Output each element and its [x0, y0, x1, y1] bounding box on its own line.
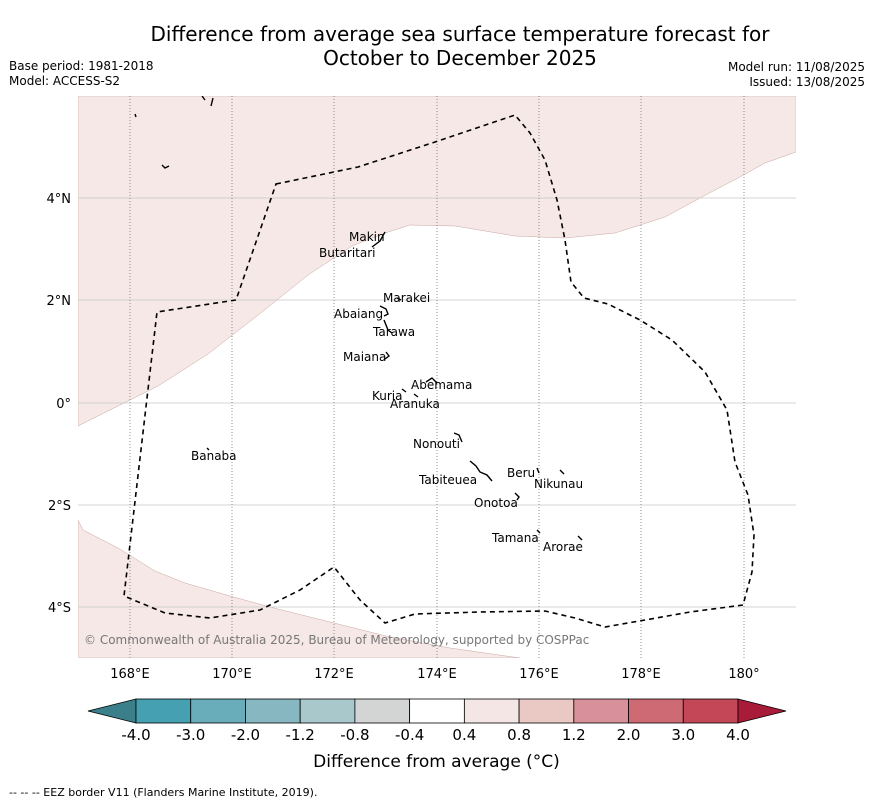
label-beru: Beru	[507, 466, 535, 480]
label-tarawa: Tarawa	[372, 325, 415, 339]
colorbar-segment	[354, 698, 411, 724]
map-title: Difference from average sea surface temp…	[80, 22, 840, 70]
label-makin: Makin	[349, 230, 385, 244]
lon-label-174e: 174°E	[417, 667, 457, 682]
eez-border	[123, 114, 755, 628]
colorbar-tick-label: -0.8	[340, 726, 369, 744]
issued-date: Issued: 13/08/2025	[749, 75, 865, 89]
colorbar-segment	[682, 698, 739, 724]
lat-label-4n: 4°N	[47, 192, 72, 207]
colorbar-tick-label: -2.0	[231, 726, 260, 744]
lon-label-170e: 170°E	[212, 667, 252, 682]
meta-right: Model run: 11/08/2025 Issued: 13/08/2025	[728, 60, 865, 90]
colorbar-extend-low	[87, 698, 137, 724]
lon-gridlines	[129, 96, 745, 658]
label-nonouti: Nonouti	[413, 437, 460, 451]
title-line-2: October to December 2025	[323, 46, 597, 70]
lat-label-0: 0°	[56, 397, 71, 412]
colorbar-segment	[299, 698, 356, 724]
colorbar-segment	[135, 698, 192, 724]
lat-label-2n: 2°N	[47, 294, 72, 309]
colorbar-segment	[628, 698, 684, 724]
colorbar-tick-label: -0.4	[395, 726, 424, 744]
colorbar-tick-label: 3.0	[671, 726, 695, 744]
island-shapes	[134, 96, 583, 541]
colorbar-tick-label: -3.0	[176, 726, 205, 744]
label-arorae: Arorae	[543, 540, 583, 554]
island-labels: Makin Butaritari Marakei Abaiang Tarawa …	[191, 230, 583, 554]
title-line-1: Difference from average sea surface temp…	[150, 22, 770, 46]
lon-label-180: 180°	[728, 667, 759, 682]
colorbar-segment	[190, 698, 246, 724]
colorbar-segment	[409, 698, 465, 724]
colorbar-tick-label: 1.2	[562, 726, 586, 744]
colorbar-label: Difference from average (°C)	[313, 752, 560, 772]
label-aranuka: Aranuka	[390, 397, 440, 411]
anomaly-region-north	[78, 96, 796, 427]
colorbar: -4.0 -3.0 -2.0 -1.2 -0.8 -0.4 0.4 0.8 1.2 2.0 3.0 4…	[87, 698, 787, 744]
lat-label-2s: 2°S	[48, 499, 71, 514]
footer-eez-note: -- -- -- EEZ border V11 (Flanders Marine…	[9, 786, 318, 799]
label-kuria: Kuria	[372, 389, 403, 403]
label-banaba: Banaba	[191, 449, 237, 463]
colorbar-segment	[573, 698, 629, 724]
colorbar-tick-label: -4.0	[121, 726, 150, 744]
label-nikunau: Nikunau	[534, 477, 583, 491]
base-period: Base period: 1981-2018	[9, 59, 154, 73]
label-tamana: Tamana	[491, 531, 539, 545]
lon-label-176e: 176°E	[519, 667, 559, 682]
lon-label-172e: 172°E	[314, 667, 354, 682]
meta-left: Base period: 1981-2018 Model: ACCESS-S2	[9, 59, 154, 89]
model-run: Model run: 11/08/2025	[727, 60, 865, 74]
colorbar-segment	[245, 698, 301, 724]
lon-axis: 168°E 170°E 172°E 174°E 176°E 178°E 180°	[110, 667, 759, 682]
lon-label-168e: 168°E	[110, 667, 150, 682]
label-abaiang: Abaiang	[334, 307, 383, 321]
colorbar-tick-label: 4.0	[726, 726, 750, 744]
copyright-text: © Commonwealth of Australia 2025, Bureau…	[84, 633, 589, 647]
colorbar-tick-label: 2.0	[617, 726, 641, 744]
colorbar-segment	[463, 698, 520, 724]
label-maiana: Maiana	[343, 350, 386, 364]
label-tabiteuea: Tabiteuea	[418, 473, 477, 487]
lat-axis: 4°N 2°N 0° 2°S 4°S	[47, 192, 72, 616]
colorbar-extend-high	[737, 698, 787, 724]
colorbar-tick-label: 0.4	[452, 726, 476, 744]
label-butaritari: Butaritari	[319, 246, 376, 260]
label-abemama: Abemama	[411, 378, 472, 392]
colorbar-tick-label: 0.8	[507, 726, 531, 744]
lon-label-178e: 178°E	[621, 667, 661, 682]
label-onotoa: Onotoa	[474, 496, 518, 510]
colorbar-segment	[518, 698, 575, 724]
colorbar-tick-label: -1.2	[286, 726, 315, 744]
lat-label-4s: 4°S	[48, 601, 71, 616]
label-marakei: Marakei	[383, 291, 430, 305]
model-name: Model: ACCESS-S2	[9, 74, 121, 88]
